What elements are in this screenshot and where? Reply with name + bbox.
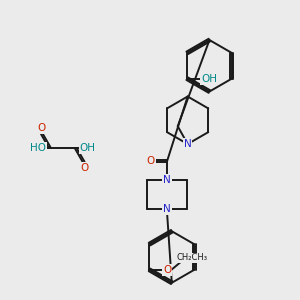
Text: N: N [163,175,171,185]
Text: O: O [147,156,155,166]
Text: N: N [184,139,191,149]
Text: O: O [163,265,171,275]
Text: N: N [163,204,171,214]
Text: OH: OH [80,143,96,153]
Text: O: O [37,123,45,133]
Text: OH: OH [201,74,217,84]
Text: CH₂CH₃: CH₂CH₃ [177,254,208,262]
Text: HO: HO [30,143,46,153]
Text: O: O [80,163,89,173]
